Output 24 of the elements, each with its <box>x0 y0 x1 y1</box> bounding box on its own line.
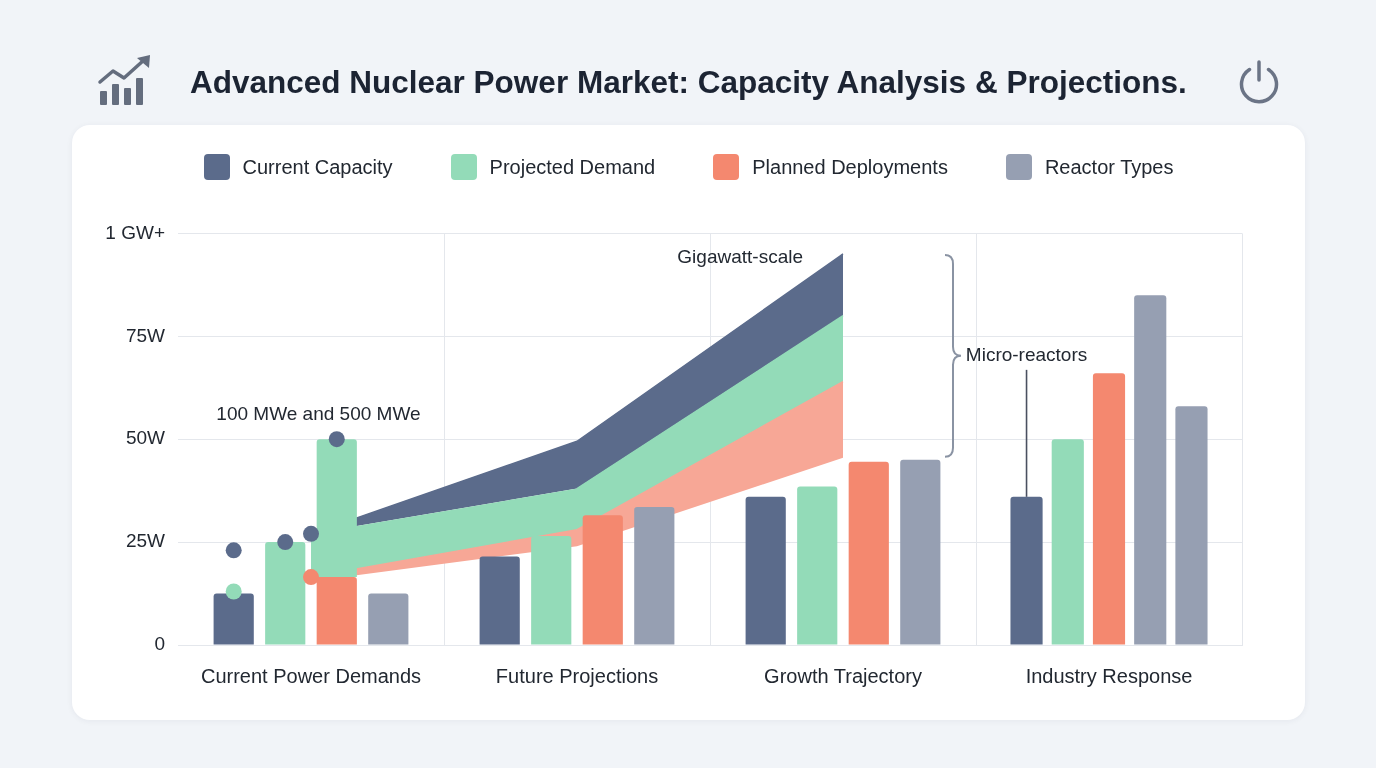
annotation: 100 MWe and 500 MWe <box>216 402 421 424</box>
x-tick-label: Industry Response <box>1025 664 1193 687</box>
y-tick-label: 0 <box>154 633 165 655</box>
annotation: Gigawatt-scale <box>677 246 803 268</box>
x-tick-label: Growth Trajectory <box>764 664 922 687</box>
bar <box>213 593 254 645</box>
legend-label: Current Capacity <box>242 155 393 179</box>
bar <box>634 507 675 645</box>
y-tick-label: 50W <box>125 427 166 449</box>
x-tick-label: Current Power Demands <box>200 664 422 687</box>
y-tick-label: 75W <box>125 324 166 346</box>
legend-label: Projected Demand <box>489 155 656 179</box>
y-tick-label: 25W <box>125 530 166 552</box>
chart-title: Advanced Nuclear Power Market: Capacity Analysis & Projections. <box>190 63 1187 102</box>
x-tick-label: Future Projections <box>495 664 659 687</box>
bar <box>582 515 623 645</box>
annotation: Micro-reactors <box>965 344 1088 366</box>
bar <box>265 542 306 645</box>
bar <box>479 556 520 645</box>
legend-label: Planned Deployments <box>752 155 948 179</box>
y-axis-title: 1 GW+ <box>105 221 165 243</box>
bar <box>1175 406 1208 645</box>
legend-label: Reactor Types <box>1044 155 1174 179</box>
bar <box>368 593 409 645</box>
